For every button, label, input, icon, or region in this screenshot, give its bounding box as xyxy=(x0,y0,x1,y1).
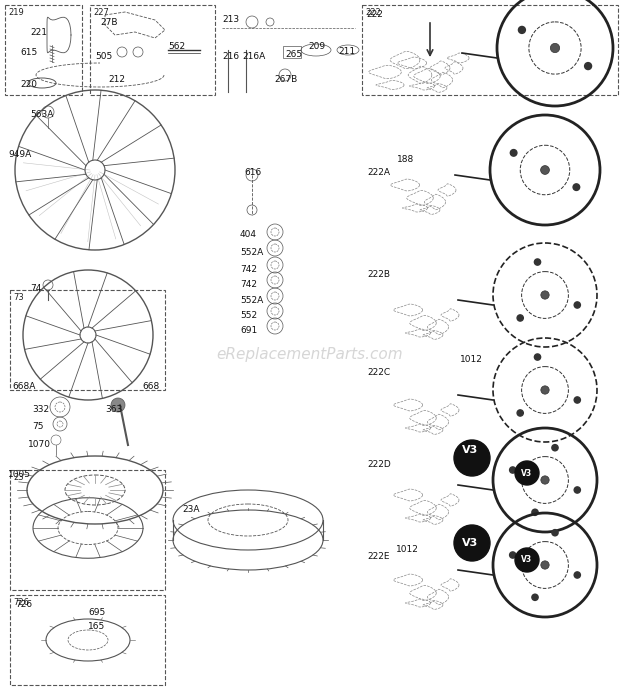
Text: 668A: 668A xyxy=(12,382,35,391)
Circle shape xyxy=(534,354,541,360)
Text: 75: 75 xyxy=(32,422,43,431)
Circle shape xyxy=(454,525,490,561)
Bar xyxy=(10,470,165,590)
Circle shape xyxy=(510,467,516,473)
Text: 216A: 216A xyxy=(242,52,265,61)
Circle shape xyxy=(541,291,549,299)
Circle shape xyxy=(574,397,580,403)
Circle shape xyxy=(574,572,580,578)
Text: 695: 695 xyxy=(88,608,105,617)
Circle shape xyxy=(454,440,490,476)
Circle shape xyxy=(515,461,539,485)
Text: 742: 742 xyxy=(240,265,257,274)
Text: 668: 668 xyxy=(142,382,159,391)
Text: 691: 691 xyxy=(240,326,257,335)
Text: 222A: 222A xyxy=(367,168,390,177)
Text: 212: 212 xyxy=(108,75,125,84)
Text: 552: 552 xyxy=(240,311,257,320)
Bar xyxy=(10,290,165,390)
Text: V3: V3 xyxy=(462,538,478,548)
Text: 23A: 23A xyxy=(182,505,200,514)
Text: 1012: 1012 xyxy=(460,355,483,364)
Text: 1012: 1012 xyxy=(396,545,419,554)
Text: 222E: 222E xyxy=(367,552,389,561)
Text: 220: 220 xyxy=(20,80,37,89)
Text: 552A: 552A xyxy=(240,248,264,257)
Circle shape xyxy=(534,259,541,265)
Text: 267B: 267B xyxy=(274,75,297,84)
Text: 552A: 552A xyxy=(240,296,264,305)
Circle shape xyxy=(541,166,549,175)
Bar xyxy=(283,46,301,58)
Bar xyxy=(362,5,618,95)
Circle shape xyxy=(510,552,516,558)
Text: 562: 562 xyxy=(168,42,185,51)
Circle shape xyxy=(515,548,539,572)
Circle shape xyxy=(573,184,580,191)
Circle shape xyxy=(541,386,549,394)
Text: 165: 165 xyxy=(88,622,105,631)
Circle shape xyxy=(532,594,538,600)
Text: 73: 73 xyxy=(13,293,24,302)
Bar xyxy=(90,5,215,95)
Circle shape xyxy=(541,561,549,569)
Text: 505: 505 xyxy=(95,52,112,61)
Text: 27B: 27B xyxy=(100,18,118,27)
Text: 221: 221 xyxy=(30,28,47,37)
Circle shape xyxy=(518,26,525,33)
Text: 222D: 222D xyxy=(367,460,391,469)
Text: 222B: 222B xyxy=(367,270,390,279)
Text: 209: 209 xyxy=(308,42,325,51)
Circle shape xyxy=(585,62,591,69)
Circle shape xyxy=(111,398,125,412)
Text: V3: V3 xyxy=(521,556,533,565)
Text: 404: 404 xyxy=(240,230,257,239)
Text: 615: 615 xyxy=(20,48,37,57)
Circle shape xyxy=(574,302,580,308)
Text: 216: 216 xyxy=(222,52,239,61)
Text: 211: 211 xyxy=(338,47,355,56)
Text: 188: 188 xyxy=(397,155,414,164)
Text: eReplacementParts.com: eReplacementParts.com xyxy=(216,347,404,362)
Circle shape xyxy=(552,445,558,451)
Text: 74: 74 xyxy=(30,284,42,293)
Circle shape xyxy=(510,150,517,156)
Text: 222: 222 xyxy=(365,8,381,17)
Circle shape xyxy=(574,487,580,493)
Text: 227: 227 xyxy=(93,8,109,17)
Text: 726: 726 xyxy=(13,598,29,607)
Text: 219: 219 xyxy=(8,8,24,17)
Text: 1070: 1070 xyxy=(28,440,51,449)
Text: V3: V3 xyxy=(521,468,533,477)
Text: 616: 616 xyxy=(244,168,261,177)
Circle shape xyxy=(517,315,523,321)
Circle shape xyxy=(552,529,558,536)
Text: 949A: 949A xyxy=(8,150,31,159)
Text: 23: 23 xyxy=(13,473,24,482)
Text: 563A: 563A xyxy=(30,110,53,119)
Text: 726: 726 xyxy=(15,600,32,609)
Circle shape xyxy=(551,44,560,53)
Bar xyxy=(5,5,82,95)
Text: 265: 265 xyxy=(285,50,302,59)
Text: 742: 742 xyxy=(240,280,257,289)
Circle shape xyxy=(541,476,549,484)
Text: V3: V3 xyxy=(462,445,478,455)
Circle shape xyxy=(517,410,523,416)
Text: 222C: 222C xyxy=(367,368,390,377)
Text: 213: 213 xyxy=(222,15,239,24)
Text: 363: 363 xyxy=(105,405,122,414)
Text: 222: 222 xyxy=(366,10,383,19)
Circle shape xyxy=(532,509,538,516)
Text: 332: 332 xyxy=(32,405,49,414)
Bar xyxy=(10,595,165,685)
Text: 1005: 1005 xyxy=(8,470,31,479)
